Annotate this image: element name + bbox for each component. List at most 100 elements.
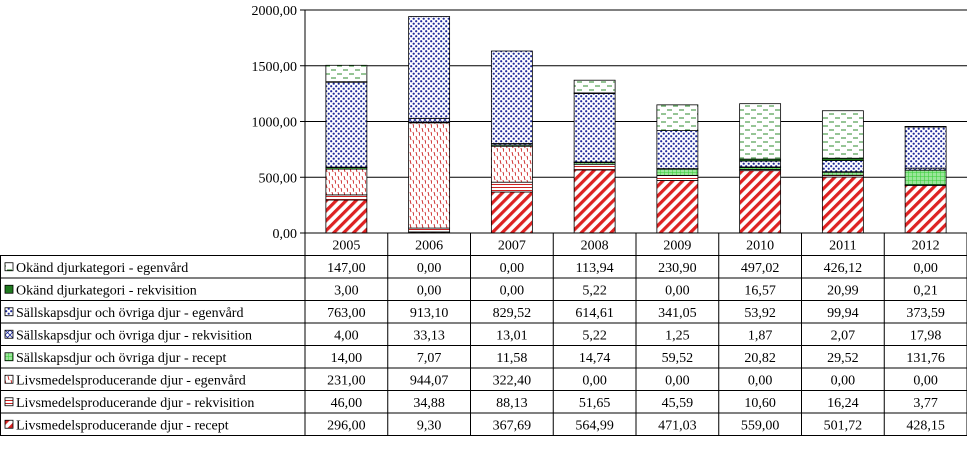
- data-label: 428,15: [906, 418, 945, 433]
- bar-segment: [408, 227, 451, 233]
- bar-segment: [656, 174, 699, 181]
- x-tick-label: 2008: [581, 238, 609, 253]
- x-tick-label: 2010: [746, 238, 774, 253]
- data-label: 16,57: [744, 283, 776, 298]
- data-label: 4,00: [334, 328, 359, 343]
- data-label: 0,00: [500, 261, 525, 276]
- bar-segment: [408, 117, 451, 123]
- y-tick-label: 500,00: [259, 171, 298, 186]
- data-label: 564,99: [575, 418, 614, 433]
- data-label: 7,07: [417, 351, 442, 366]
- data-label: 0,00: [417, 283, 442, 298]
- data-label: 20,82: [744, 351, 776, 366]
- data-label: 497,02: [741, 261, 780, 276]
- data-label: 20,99: [827, 283, 859, 298]
- data-label: 113,94: [576, 261, 614, 276]
- data-label: 230,90: [658, 261, 697, 276]
- bar-segment: [904, 184, 947, 234]
- data-label: 131,76: [906, 351, 945, 366]
- x-tick-label: 2006: [415, 238, 443, 253]
- legend-key: [4, 329, 14, 339]
- data-label: 10,60: [744, 396, 776, 411]
- bar-segment: [573, 79, 616, 94]
- data-label: 614,61: [575, 306, 614, 321]
- bar-segment: [656, 180, 699, 234]
- data-label: 1,25: [665, 328, 690, 343]
- data-label: 0,21: [913, 283, 938, 298]
- data-label: 296,00: [327, 418, 366, 433]
- data-label: 99,94: [827, 306, 859, 321]
- data-label: 2,07: [831, 328, 856, 343]
- bar-segment: [325, 194, 368, 201]
- data-label: 0,00: [417, 261, 442, 276]
- data-label: 231,00: [327, 373, 366, 388]
- data-label: 45,59: [662, 396, 694, 411]
- bar-segment: [573, 93, 616, 163]
- data-label: 426,12: [824, 261, 863, 276]
- data-label: 373,59: [906, 306, 945, 321]
- data-label: 829,52: [493, 306, 532, 321]
- data-label: 0,00: [500, 283, 525, 298]
- data-label: 3,77: [913, 396, 938, 411]
- bar-segment: [821, 176, 864, 234]
- data-label: 33,13: [413, 328, 445, 343]
- data-label: 13,01: [496, 328, 528, 343]
- bar-segment: [325, 168, 368, 196]
- x-tick-label: 2012: [912, 238, 940, 253]
- data-label: 147,00: [327, 261, 366, 276]
- legend-label: Sällskapsdjur och övriga djur - recept: [16, 351, 226, 366]
- data-label: 88,13: [496, 396, 528, 411]
- legend-key: [4, 262, 14, 272]
- data-label: 559,00: [741, 418, 780, 433]
- legend-label: Okänd djurkategori - egenvård: [16, 261, 188, 276]
- data-label: 0,00: [665, 283, 690, 298]
- data-label: 944,07: [410, 373, 449, 388]
- data-label: 367,69: [493, 418, 532, 433]
- y-tick-label: 0,00: [273, 227, 298, 242]
- gridlines: [305, 9, 967, 234]
- bar-segment: [408, 16, 451, 119]
- data-label: 53,92: [744, 306, 776, 321]
- data-label: 34,88: [413, 396, 445, 411]
- data-label: 763,00: [327, 306, 366, 321]
- bar-segment: [739, 160, 782, 168]
- data-label: 3,00: [334, 283, 359, 298]
- bar-segment: [408, 122, 451, 229]
- bar-segment: [490, 145, 533, 183]
- legend-label: Sällskapsdjur och övriga djur - egenvård: [16, 306, 243, 321]
- bar-segment: [325, 199, 368, 234]
- x-tick-label: 2005: [332, 238, 360, 253]
- data-label: 9,30: [417, 418, 442, 433]
- legend-label: Okänd djurkategori - rekvisition: [16, 283, 197, 298]
- bar-segment: [739, 170, 782, 234]
- data-label: 17,98: [910, 328, 942, 343]
- bar-segment: [325, 64, 368, 83]
- bar-segment: [490, 181, 533, 193]
- bar-segment: [573, 169, 616, 234]
- data-label: 913,10: [410, 306, 449, 321]
- bar-segment: [904, 169, 947, 186]
- bar-segment: [325, 81, 368, 168]
- data-label: 11,58: [496, 351, 527, 366]
- bar-segment: [904, 126, 947, 128]
- data-table: 2005 2006 2007 2008 2009 2010 2011 2012 Okänd dj…: [0, 232, 967, 436]
- data-label: 341,05: [658, 306, 697, 321]
- legend-key: [4, 352, 14, 362]
- legend-label: Sällskapsdjur och övriga djur - rekvisit…: [16, 328, 252, 343]
- x-tick-label: 2009: [663, 238, 691, 253]
- bar-segment: [904, 126, 947, 169]
- data-label: 322,40: [493, 373, 532, 388]
- data-label: 59,52: [662, 351, 694, 366]
- data-label: 46,00: [331, 396, 363, 411]
- data-label: 0,00: [582, 373, 607, 388]
- x-tick-label: 2007: [498, 238, 526, 253]
- data-label: 0,00: [831, 373, 856, 388]
- bar-segment: [821, 160, 864, 173]
- data-label: 51,65: [579, 396, 611, 411]
- data-label: 501,72: [824, 418, 863, 433]
- y-tick-label: 1500,00: [252, 60, 298, 75]
- data-label: 14,00: [331, 351, 363, 366]
- legend-key: [4, 374, 14, 384]
- data-label: 29,52: [827, 351, 859, 366]
